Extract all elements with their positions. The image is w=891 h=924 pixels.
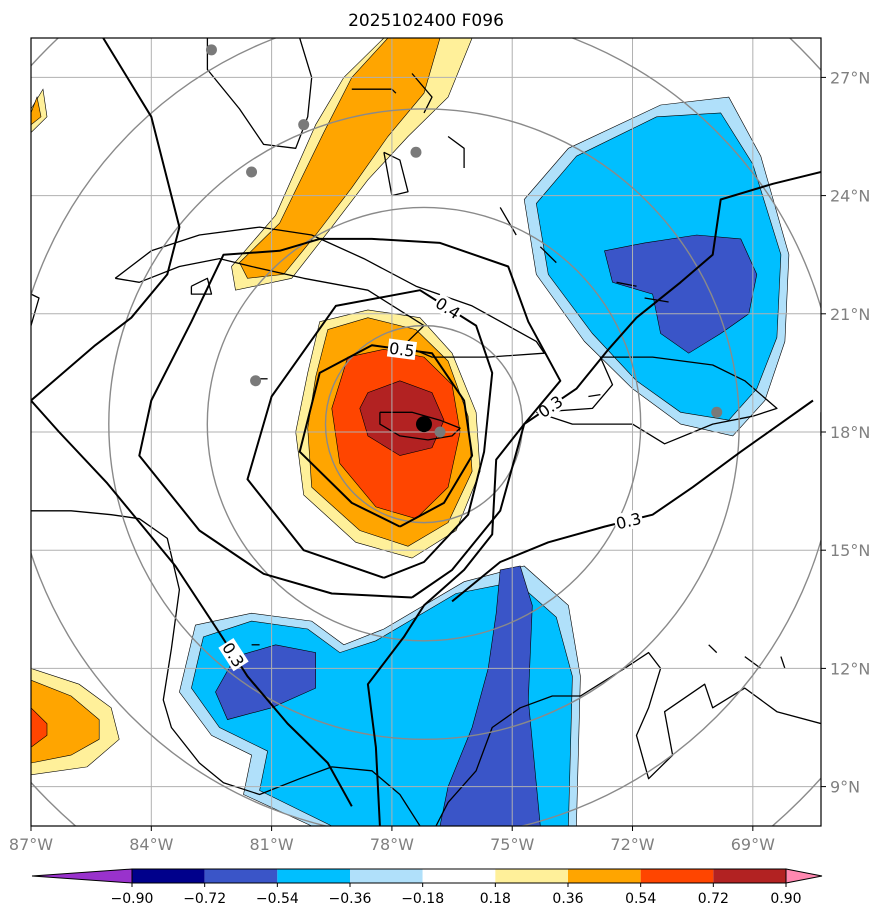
range-ring [108,108,740,741]
contour-label-background [533,391,567,422]
city-marker [410,146,422,158]
coastline-caicos [644,297,669,303]
coastline-florida [206,38,313,149]
city-marker [434,426,446,438]
colorbar-extend-high [785,868,823,884]
lat-tick-label: 24°N [830,187,870,206]
lon-tick-label: 81°W [250,835,294,854]
colorbar-swatch [568,869,641,883]
colorbar-frame [131,868,787,884]
colorbar: −0.90 −0.72 −0.54 −0.36 −0.18 0.18 0.36 0.54 0.7… [31,868,823,907]
chart-title: 2025102400 F096 [348,11,504,31]
filled-contour-region [31,96,42,126]
contour-line [138,237,562,599]
coastline-acklins [539,246,557,264]
colorbar-tick-label: −0.54 [256,891,299,907]
coastline-gonave [588,393,601,398]
contour-line [31,399,353,807]
colorbar-tick-label: 0.90 [770,891,801,907]
colorbar-tick-label: −0.18 [401,891,444,907]
coastline-colombia-coast [435,651,821,826]
lat-tick-label: 18°N [830,423,870,442]
lon-tick-label: 84°W [129,835,173,854]
colorbar-swatch [204,869,278,883]
coastline-cuba [114,226,545,358]
lon-tick-label: 69°W [731,835,775,854]
lat-tick-label: 15°N [830,541,870,560]
contour-label-background [431,292,465,323]
contour-lines: 0.30.30.30.40.5 [31,38,821,826]
filled-contour-region [31,679,100,764]
coastline-aruba [708,644,718,654]
map-markers [205,44,723,438]
coastline-hispaniola [536,356,778,445]
contour-label: 0.5 [388,339,416,361]
colorbar-tick-label: −0.36 [329,891,372,907]
coastline-yucatan [31,293,40,326]
filled-contour-region [31,707,48,748]
gridlines [31,38,821,826]
colorbar-tick-label: 0.18 [480,891,511,907]
coastline-bonaire [780,656,786,669]
lon-tick-label: 87°W [9,835,53,854]
coastlines [31,38,821,826]
coastline-jamaica [379,411,461,441]
colorbar-tick-label: 0.72 [698,891,729,907]
coastline-isle-of-youth [190,277,213,295]
lat-tick-label: 27°N [830,68,870,87]
contour-line [31,38,181,402]
lon-tick-label: 72°W [610,835,654,854]
coastline-central-america [31,510,421,826]
coastline-turks [616,281,637,287]
lat-tick-label: 12°N [830,659,870,678]
colorbar-swatch [640,869,714,883]
lat-tick-label: 21°N [830,305,870,324]
city-marker [246,166,258,178]
filled-contour-region [604,234,758,354]
filled-contour-region [359,380,445,456]
city-marker [205,44,217,56]
lon-tick-label: 78°W [370,835,414,854]
colorbar-swatch [132,869,205,883]
colorbar-tick-label: 0.36 [552,891,583,907]
colorbar-extend-low [31,868,133,884]
longitude-ticks: 87°W 84°W 81°W 78°W 75°W 72°W 69°W [9,826,775,854]
city-marker [250,375,262,387]
lat-tick-label: 9°N [830,778,860,797]
contour-label-background [612,508,645,533]
storm-center-marker [415,416,432,433]
range-ring [324,324,524,524]
city-marker [298,119,310,131]
colorbar-swatch [713,869,786,883]
colorbar-tick-label: −0.90 [111,891,154,907]
city-marker [711,406,723,418]
range-ring [206,206,642,642]
filled-contour-region [439,565,541,826]
lon-tick-label: 75°W [490,835,534,854]
colorbar-tick-label: −0.72 [183,891,226,907]
coastline-abaco [411,73,433,114]
colorbar-tick-label: 0.54 [625,891,656,907]
contour-label-background [218,637,249,672]
colorbar-swatch [350,869,423,883]
latitude-ticks: 27°N 24°N 21°N 18°N 15°N 12°N 9°N [821,68,870,797]
coastline-andros [383,151,409,197]
coastline-long-island [499,207,517,236]
colorbar-swatch [422,869,496,883]
colorbar-swatch [277,869,350,883]
coastline-eleuthera [447,135,465,168]
contour-label-background [386,338,417,361]
filled-contours [31,38,790,826]
colorbar-swatch [495,869,568,883]
